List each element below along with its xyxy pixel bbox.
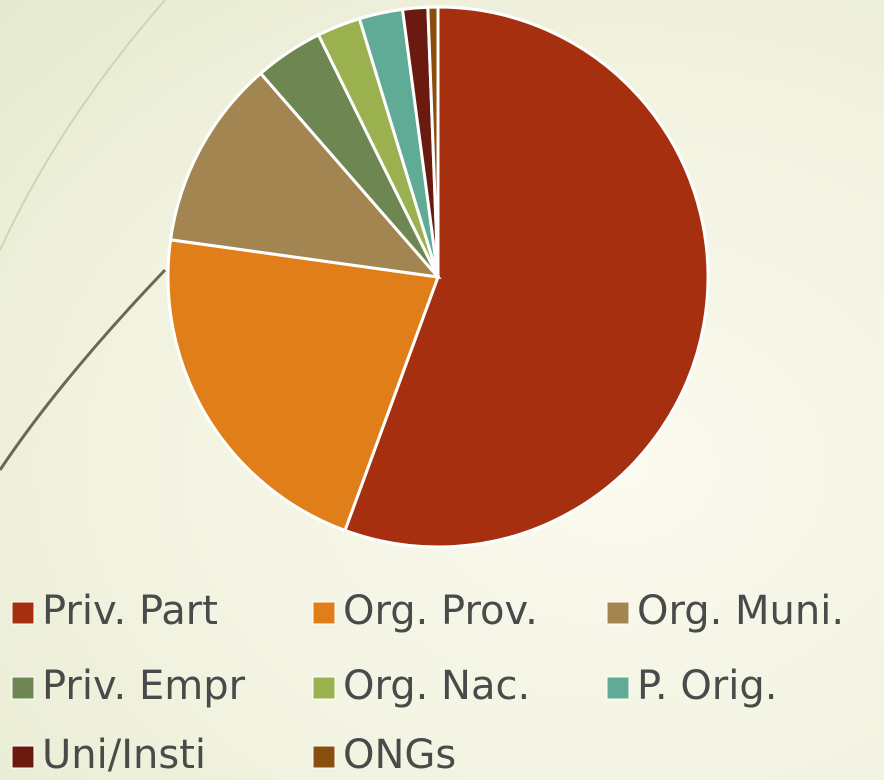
pie-slice xyxy=(166,238,441,533)
legend-swatch xyxy=(11,745,35,769)
legend-label: Org. Prov. xyxy=(343,588,538,634)
legend-label: Org. Muni. xyxy=(637,588,844,634)
legend-label: P. Orig. xyxy=(637,663,777,709)
pie-slice xyxy=(343,5,710,549)
legend-label: Priv. Empr xyxy=(42,663,246,709)
legend-swatch xyxy=(606,601,630,625)
legend-label: Priv. Part xyxy=(42,588,218,634)
legend-label: Org. Nac. xyxy=(343,663,530,709)
legend-swatch xyxy=(606,676,630,700)
legend-swatch xyxy=(312,601,336,625)
legend-swatch xyxy=(312,676,336,700)
pie-slice xyxy=(168,71,442,280)
legend-label: ONGs xyxy=(343,732,456,778)
decor-curve xyxy=(0,0,166,251)
legend-label: Uni/Insti xyxy=(42,732,206,778)
legend-swatch xyxy=(11,676,35,700)
legend-swatch xyxy=(312,745,336,769)
decor-curve xyxy=(0,268,167,471)
pie-slice xyxy=(426,5,440,278)
legend-swatch xyxy=(11,601,35,625)
